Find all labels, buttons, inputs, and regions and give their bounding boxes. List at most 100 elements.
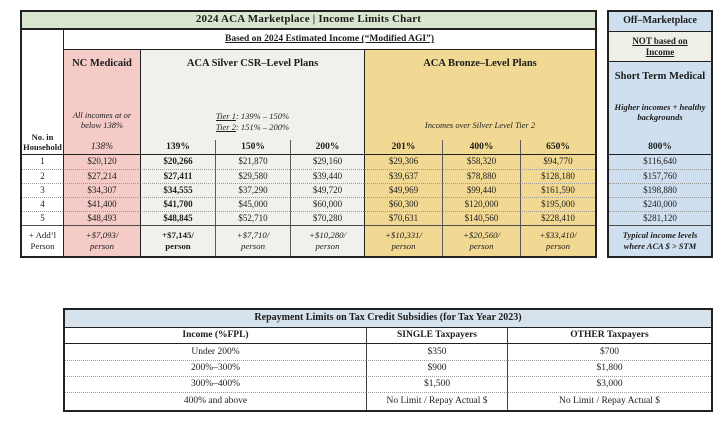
stm-income-cell: $116,640 bbox=[609, 155, 711, 169]
stm-footer-note: Typical income levels where ACA $ > STM bbox=[609, 225, 711, 256]
income-cell: $49,720 bbox=[290, 183, 364, 197]
stm-income-cell: $281,120 bbox=[609, 211, 711, 225]
income-cell: $60,300 bbox=[364, 197, 442, 211]
repayment-income-range: 300%–400% bbox=[65, 376, 366, 392]
repayment-other-value: $700 bbox=[507, 344, 711, 360]
addl-suffix: person bbox=[469, 241, 494, 251]
addl-income-cell: +$20,560/ person bbox=[442, 225, 520, 256]
income-cell: $27,214 bbox=[63, 169, 140, 183]
income-cell: $29,580 bbox=[215, 169, 290, 183]
percent-header-200: 200% bbox=[290, 140, 364, 155]
bronze-plans-subtitle: Incomes over Silver Level Tier 2 bbox=[424, 120, 536, 131]
income-cell: $29,306 bbox=[364, 155, 442, 169]
tier1-line: Tier 1: 139% – 150% bbox=[216, 111, 289, 122]
tier1-label: Tier 1 bbox=[215, 110, 236, 121]
income-cell: $41,700 bbox=[140, 197, 215, 211]
repayment-single-value: $350 bbox=[366, 344, 507, 360]
income-cell: $27,411 bbox=[140, 169, 215, 183]
addl-suffix: person bbox=[546, 241, 570, 251]
repayment-income-range: 200%–300% bbox=[65, 360, 366, 376]
income-cell: $37,290 bbox=[215, 183, 290, 197]
percent-header-138: 138% bbox=[63, 140, 140, 155]
income-cell: $58,320 bbox=[442, 155, 520, 169]
addl-person-label: + Add’l Person bbox=[22, 225, 63, 256]
percent-header-201: 201% bbox=[364, 140, 442, 155]
short-term-medical-header: Short Term Medical Higher incomes + heal… bbox=[609, 62, 711, 155]
repayment-other-value: No Limit / Repay Actual $ bbox=[507, 392, 711, 410]
income-cell: $94,770 bbox=[520, 155, 595, 169]
addl-income-cell: +$7,710/ person bbox=[215, 225, 290, 256]
silver-plans-header: ACA Silver CSR–Level Plans Tier 1: 139% … bbox=[140, 50, 364, 140]
repayment-income-range: Under 200% bbox=[191, 346, 240, 357]
addl-suffix: person bbox=[241, 241, 265, 251]
repayment-table-title: Repayment Limits on Tax Credit Subsidies… bbox=[65, 310, 711, 328]
row-label: 4 bbox=[22, 197, 63, 211]
income-cell: $45,000 bbox=[215, 197, 290, 211]
stm-title: Short Term Medical bbox=[614, 71, 706, 82]
stm-income-cell: $240,000 bbox=[609, 197, 711, 211]
column-header-income: Income (%FPL) bbox=[65, 328, 366, 344]
addl-label-top: + Add’l bbox=[28, 230, 57, 241]
addl-income-cell: +$7,093/ person bbox=[63, 225, 140, 256]
income-cell: $228,410 bbox=[520, 211, 595, 225]
income-cell: $20,120 bbox=[63, 155, 140, 169]
income-cell: $20,266 bbox=[140, 155, 215, 169]
repayment-other-value: $3,000 bbox=[507, 376, 711, 392]
repayment-other-value: $1,800 bbox=[507, 360, 711, 376]
row-label: 1 bbox=[40, 156, 45, 167]
income-cell: $39,440 bbox=[290, 169, 364, 183]
repayment-single-value: $1,500 bbox=[366, 376, 507, 392]
household-column-header: No. in Household bbox=[22, 30, 63, 155]
percent-header-150: 150% bbox=[215, 140, 290, 155]
addl-income-cell: +$33,410/ person bbox=[520, 225, 595, 256]
addl-value: +$7,710/ bbox=[236, 230, 270, 241]
row-label: 5 bbox=[22, 211, 63, 225]
tier2-label: Tier 2 bbox=[215, 121, 236, 132]
addl-income-cell: +$10,280/ person bbox=[290, 225, 364, 256]
household-label-top: No. in bbox=[31, 132, 54, 143]
income-cell: $49,969 bbox=[364, 183, 442, 197]
stm-subtitle: Higher incomes + healthy backgrounds bbox=[614, 101, 706, 123]
income-cell: $99,440 bbox=[442, 183, 520, 197]
nc-medicaid-title: NC Medicaid bbox=[72, 58, 132, 69]
stm-income-cell: $198,880 bbox=[609, 183, 711, 197]
off-marketplace-title: Off–Marketplace bbox=[609, 12, 711, 32]
addl-suffix: person bbox=[315, 241, 340, 251]
not-based-text: NOT based on Income bbox=[632, 35, 688, 57]
addl-value: +$20,560/ bbox=[463, 230, 500, 241]
nc-medicaid-header: NC Medicaid All incomes at or below 138% bbox=[63, 50, 140, 140]
income-cell: $70,280 bbox=[290, 211, 364, 225]
addl-suffix: person bbox=[165, 241, 191, 251]
row-label: 3 bbox=[22, 183, 63, 197]
bronze-plans-title: ACA Bronze–Level Plans bbox=[423, 58, 537, 69]
addl-label-bottom: Person bbox=[30, 241, 55, 251]
estimated-income-subheader: Based on 2024 Estimated Income (“Modifie… bbox=[63, 30, 595, 50]
tier2-range: : 151% – 200% bbox=[235, 121, 290, 132]
addl-suffix: person bbox=[90, 241, 114, 251]
income-cell: $34,307 bbox=[63, 183, 140, 197]
household-label-bottom: Household bbox=[23, 142, 62, 153]
percent-header-400: 400% bbox=[442, 140, 520, 155]
income-cell: $128,180 bbox=[520, 169, 595, 183]
tier1-range: : 139% – 150% bbox=[235, 110, 290, 121]
income-cell: $48,493 bbox=[63, 211, 140, 225]
income-cell: $39,637 bbox=[364, 169, 442, 183]
stm-income-cell: $157,760 bbox=[609, 169, 711, 183]
income-cell: $140,560 bbox=[442, 211, 520, 225]
income-cell: $34,555 bbox=[140, 183, 215, 197]
income-cell: $195,000 bbox=[520, 197, 595, 211]
percent-header-650: 650% bbox=[520, 140, 595, 155]
addl-value: +$7,145/ bbox=[162, 230, 194, 241]
income-cell: $60,000 bbox=[290, 197, 364, 211]
income-cell: $52,710 bbox=[215, 211, 290, 225]
addl-value: +$10,331/ bbox=[385, 230, 422, 241]
repayment-single-value: No Limit / Repay Actual $ bbox=[366, 392, 507, 410]
repayment-income-range: 400% and above bbox=[65, 392, 366, 410]
income-cell: $48,845 bbox=[140, 211, 215, 225]
income-cell: $161,590 bbox=[520, 183, 595, 197]
addl-suffix: person bbox=[391, 241, 416, 251]
income-cell: $29,160 bbox=[290, 155, 364, 169]
income-cell: $70,631 bbox=[364, 211, 442, 225]
income-limits-table: 2024 ACA Marketplace | Income Limits Cha… bbox=[20, 10, 597, 258]
